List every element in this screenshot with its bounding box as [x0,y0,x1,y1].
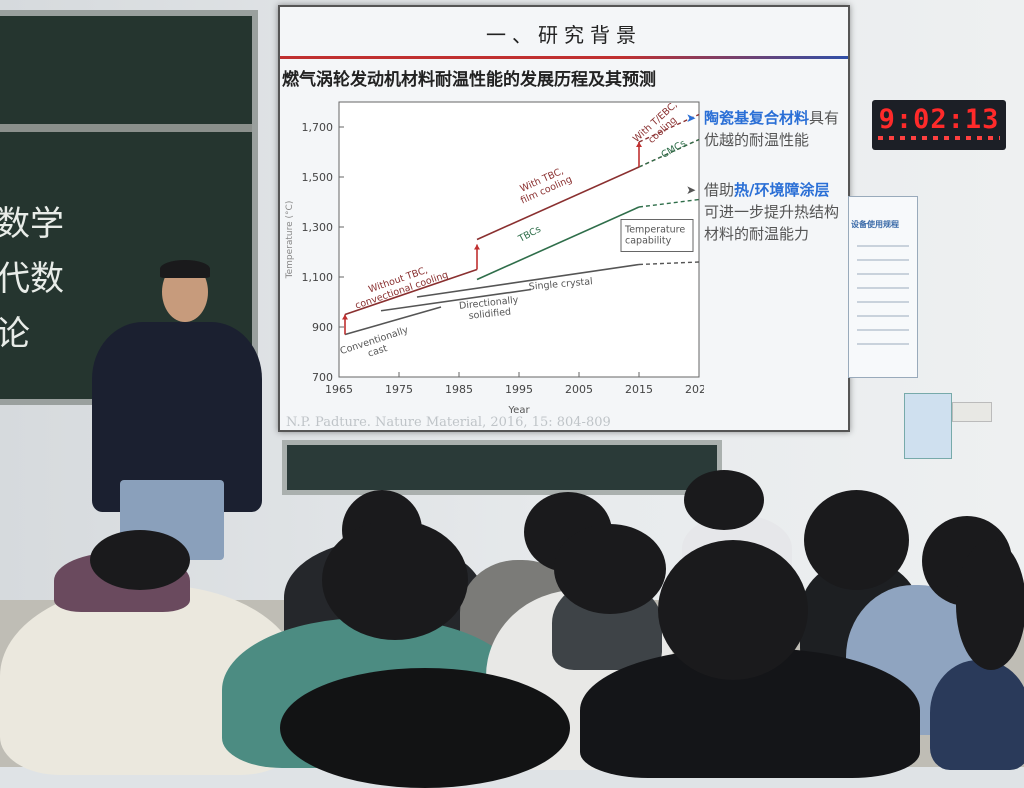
series-line [416,263,640,298]
clock-date-row [878,136,1000,140]
student-head [658,540,808,680]
temperature-chart: 1965 1975 1985 1995 2005 2015 2025 700 900 1,100 1… [285,99,704,416]
body-text: 可进一步提升热结构材料的耐温能力 [704,203,840,243]
series-projection [638,261,700,266]
slide-title: 一、研究背景 [486,23,642,47]
y-tick-label: 700 [312,371,333,384]
annotation-box [620,219,694,252]
bullet-2: ➤ 借助热/环境障涂层可进一步提升热结构材料的耐温能力 [686,179,844,245]
chalk-text: 代数 [0,259,64,299]
y-tick-label: 1,300 [302,221,334,234]
poster-text-line [857,273,909,275]
lecturer-hair [160,260,210,278]
citation: N.P. Padture. Nature Material, 2016, 15:… [286,415,611,430]
arrowhead-icon [474,244,480,250]
lower-chalkboard [282,440,722,495]
series-line [476,166,640,241]
light-switch[interactable] [952,402,992,422]
projector-screen: 一、研究背景 燃气涡轮发动机材料耐温性能的发展历程及其预测 1965 1975 19… [278,5,850,432]
annotation-text: Temperature capability [624,225,685,247]
arrowhead-icon [342,314,348,320]
x-axis-label: Year [507,405,530,416]
student-head [684,470,764,530]
y-tick-label: 1,100 [302,271,334,284]
body-text: 借助 [704,181,735,199]
poster-text-line [857,259,909,261]
arrow-bullet-icon: ➤ [686,111,697,125]
chalk-text: 数学 [0,204,64,244]
wall-sign [904,393,952,459]
poster-text-line [857,287,909,289]
arrowhead-icon [636,142,642,147]
poster-text-line [857,301,909,303]
student-head-foreground [280,668,570,788]
x-tick-label: 2015 [625,383,653,396]
series-line [380,288,532,312]
poster-text-line [857,245,909,247]
slide-heading: 燃气涡轮发动机材料耐温性能的发展历程及其预测 [282,70,656,90]
series-line [344,268,478,316]
clock-time: 9:02:13 [878,104,1000,135]
poster-text-line [857,315,909,317]
chalk-text: 论 [0,314,30,354]
y-tick-label: 900 [312,321,333,334]
wall-poster: 设备使用规程 [848,196,918,378]
x-tick-label: 1995 [505,383,533,396]
y-axis-label: Temperature (°C) [285,201,295,280]
student-head [804,490,909,590]
student [930,660,1024,770]
bullet-text: 陶瓷基复合材料具有优越的耐温性能 [704,109,839,149]
x-tick-label: 1965 [325,383,353,396]
arrow-bullet-icon: ➤ [686,183,697,197]
series-label: Directionallysolidified [459,295,521,323]
highlight-text: 陶瓷基复合材料 [704,109,810,127]
series-line [476,206,640,281]
slide-divider [280,56,848,59]
x-tick-label: 1985 [445,383,473,396]
x-tick-label: 1975 [385,383,413,396]
student-head [322,520,468,640]
poster-title: 设备使用规程 [851,220,899,229]
student-head [90,530,190,590]
series-projection [638,198,700,208]
x-tick-label: 2005 [565,383,593,396]
bullet-text: 借助热/环境障涂层可进一步提升热结构材料的耐温能力 [704,181,839,243]
y-tick-label: 1,700 [302,121,334,134]
y-tick-label: 1,500 [302,171,334,184]
highlight-text: 热/环境障涂层 [734,181,830,199]
poster-text-line [857,329,909,331]
body-text: 具有优越的耐温性能 [704,109,840,149]
audience [0,470,1024,788]
series-line [344,306,442,336]
bullet-1: ➤ 陶瓷基复合材料具有优越的耐温性能 [686,107,844,151]
board-divider [0,124,252,132]
x-tick-label: 2025 [685,383,704,396]
student-head [956,540,1024,670]
poster-text-line [857,343,909,345]
digital-clock: 9:02:13 [872,100,1006,150]
student-head [554,524,666,614]
